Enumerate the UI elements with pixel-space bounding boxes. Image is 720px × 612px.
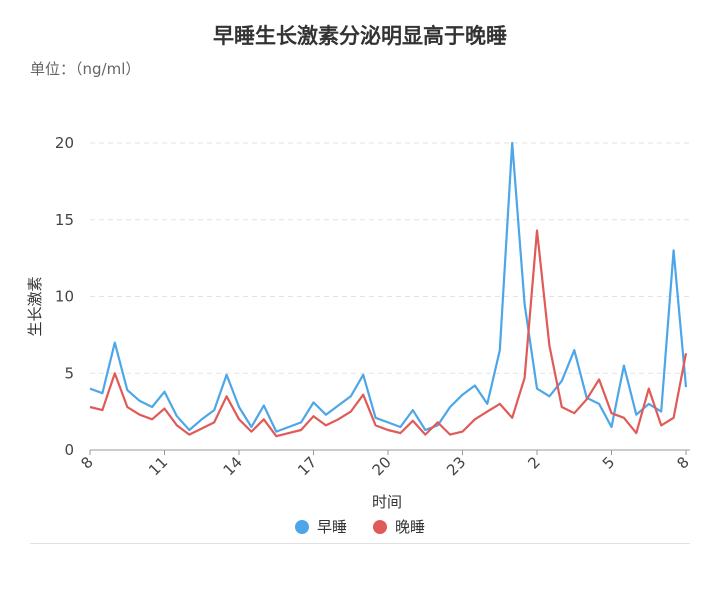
series-line-late — [89, 229, 688, 438]
x-tick-label: 8 — [77, 453, 96, 472]
divider — [30, 543, 690, 544]
x-tick-label: 17 — [294, 453, 320, 479]
x-tick-label: 23 — [443, 453, 469, 479]
x-tick-label: 2 — [524, 453, 543, 472]
legend-item-early[interactable]: 早睡 — [294, 516, 347, 537]
x-tick-label: 11 — [145, 453, 171, 479]
legend: 早睡 晚睡 — [0, 516, 720, 537]
legend-marker-early — [294, 519, 309, 534]
y-tick-label: 0 — [64, 441, 74, 459]
legend-label-late: 晚睡 — [395, 518, 426, 536]
x-tick-label: 5 — [599, 453, 618, 472]
legend-label-early: 早睡 — [316, 518, 347, 536]
chart-title: 早睡生长激素分泌明显高于晚睡 — [213, 24, 507, 48]
y-tick-label: 10 — [55, 288, 74, 306]
x-axis-title: 时间 — [372, 493, 402, 511]
y-tick-label: 15 — [55, 211, 74, 229]
unit-label: 单位：（ng/ml） — [30, 60, 141, 78]
legend-marker-late — [373, 519, 387, 534]
y-axis-title: 生长激素 — [26, 276, 44, 336]
x-tick-label: 8 — [673, 453, 692, 472]
x-tick-label: 14 — [220, 453, 246, 479]
y-tick-label: 5 — [64, 364, 74, 382]
y-tick-label: 20 — [55, 134, 74, 152]
legend-item-late[interactable]: 晚睡 — [373, 516, 425, 537]
series-line-early — [89, 141, 688, 433]
x-tick-label: 20 — [369, 453, 395, 479]
